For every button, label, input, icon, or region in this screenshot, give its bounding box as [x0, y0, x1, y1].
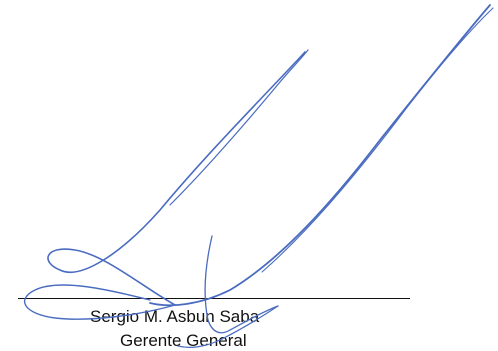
signature-stroke [169, 49, 309, 206]
signature-stroke [149, 4, 491, 307]
signature-stroke [261, 7, 494, 273]
signer-title: Gerente General [120, 331, 247, 350]
signature-strokes [23, 4, 494, 348]
signer-name: Sergio M. Asbun Saba [90, 307, 260, 326]
signature-stroke [47, 51, 306, 306]
signature-line [18, 298, 410, 299]
